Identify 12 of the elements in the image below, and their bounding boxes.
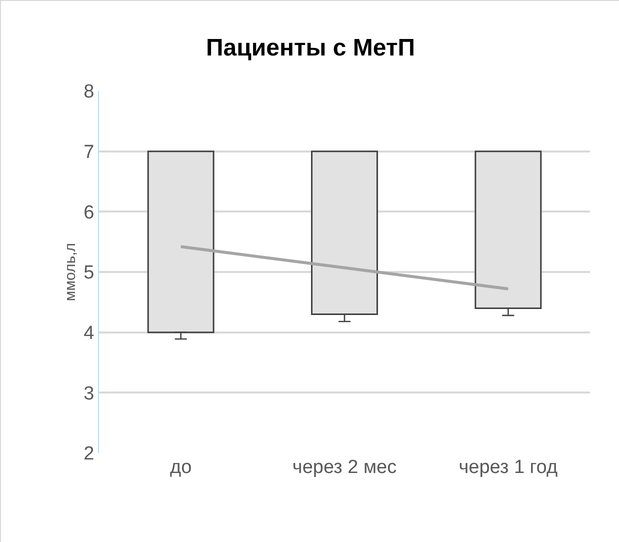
y-axis-title: ммоль,л (62, 242, 79, 302)
y-tick-label: 5 (84, 262, 94, 284)
y-tick-label: 4 (84, 322, 95, 344)
x-tick-label: через 1 год (458, 457, 558, 478)
x-tick-label: через 2 мес (292, 457, 397, 478)
x-tick-label: до (170, 457, 192, 478)
y-tick-label: 6 (84, 202, 94, 224)
y-tick-label: 7 (84, 142, 94, 163)
y-tick-label: 8 (84, 82, 94, 103)
chart-title: Пациенты с МетП (206, 34, 415, 62)
y-tick-label: 3 (84, 383, 94, 404)
y-tick-label: 2 (84, 444, 94, 465)
